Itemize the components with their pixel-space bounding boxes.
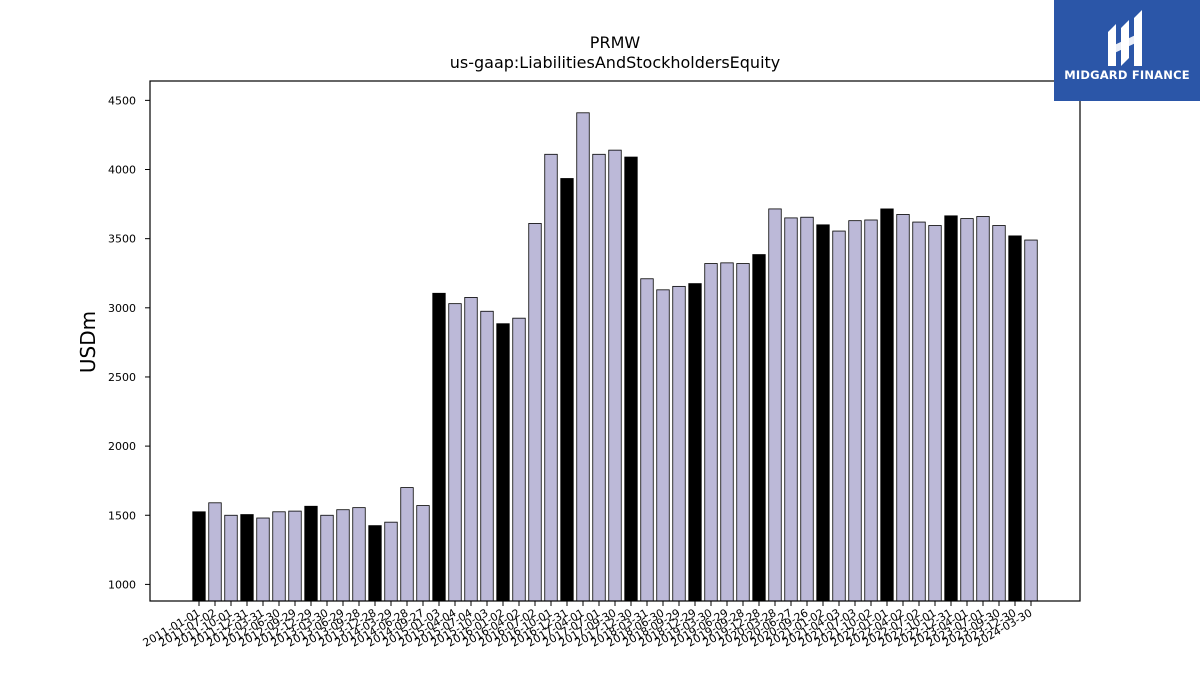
bar-2020-09-26 xyxy=(800,216,814,602)
bar-2020-06-27 xyxy=(784,217,798,602)
bar-2019-09-28 xyxy=(736,263,750,602)
bar-2017-09-30 xyxy=(608,149,622,602)
x-axis-ticks: 2011-01-012011-07-022011-10-012011-12-31… xyxy=(141,601,1035,650)
bar-2018-09-29 xyxy=(672,285,686,602)
bar-2014-06-28 xyxy=(400,487,414,602)
midgard-logo-icon xyxy=(1108,10,1142,66)
bar-2017-07-01 xyxy=(592,153,606,602)
bar-2023-09-30 xyxy=(992,225,1006,602)
bar-2015-10-03 xyxy=(480,310,494,602)
bar-2011-01-01 xyxy=(192,511,206,602)
plot-frame xyxy=(149,80,1081,602)
bar-2021-10-02 xyxy=(864,219,878,602)
bar-2015-04-04 xyxy=(448,303,462,602)
bar-2023-04-01 xyxy=(960,218,974,602)
y-tick-label: 1000 xyxy=(108,578,136,591)
bar-2018-06-30 xyxy=(656,289,670,602)
bar-2017-04-01 xyxy=(576,112,590,602)
bar-2019-12-28 xyxy=(752,254,766,602)
bar-2013-03-30 xyxy=(320,514,334,602)
bar-2011-10-01 xyxy=(224,514,238,602)
bar-2012-03-31 xyxy=(256,517,270,602)
bar-2019-03-30 xyxy=(704,263,718,602)
y-tick-label: 4000 xyxy=(108,164,136,177)
bar-2011-07-02 xyxy=(208,502,222,602)
bars-group xyxy=(192,112,1038,602)
y-axis-ticks: 1000 1500 2000 2500 3000 3500 4000 4500 xyxy=(108,94,150,591)
y-tick-label: 2000 xyxy=(108,440,136,453)
bar-2012-12-29 xyxy=(304,505,318,602)
bar-2024-03-30 xyxy=(1024,239,1038,602)
bar-2016-07-02 xyxy=(528,223,542,602)
bar-2022-07-02 xyxy=(912,221,926,602)
y-tick-label: 4500 xyxy=(108,94,136,107)
bar-2023-07-01 xyxy=(976,216,990,602)
bar-2023-12-30 xyxy=(1008,235,1022,602)
bar-2021-01-02 xyxy=(816,224,830,602)
bar-2013-12-28 xyxy=(368,525,382,602)
bar-2014-09-27 xyxy=(416,505,430,602)
bar-2021-07-03 xyxy=(848,220,862,602)
bar-2017-12-30 xyxy=(624,156,638,602)
bar-2018-03-31 xyxy=(640,278,654,602)
bar-2022-01-01 xyxy=(880,208,894,602)
y-tick-label: 2500 xyxy=(108,371,136,384)
bar-2016-01-02 xyxy=(496,323,510,602)
midgard-finance-logo: MIDGARD FINANCE xyxy=(1054,0,1200,101)
bar-2021-04-03 xyxy=(832,230,846,602)
bar-2020-03-28 xyxy=(768,208,782,602)
bar-2022-04-02 xyxy=(896,214,910,602)
bar-2019-06-29 xyxy=(720,262,734,602)
bar-2012-06-30 xyxy=(272,511,286,602)
bar-2015-07-04 xyxy=(464,297,478,602)
bar-2013-06-29 xyxy=(336,509,350,602)
y-tick-label: 1500 xyxy=(108,509,136,522)
bar-2011-12-31 xyxy=(240,514,254,602)
bar-2012-09-29 xyxy=(288,510,302,602)
bar-2014-03-29 xyxy=(384,521,398,602)
y-tick-label: 3500 xyxy=(108,233,136,246)
bar-2016-12-31 xyxy=(560,178,574,602)
bar-2016-04-02 xyxy=(512,317,526,602)
bar-2022-10-01 xyxy=(928,225,942,602)
bar-2018-12-29 xyxy=(688,283,702,602)
bar-2015-01-03 xyxy=(432,292,446,602)
y-axis-label: USDm xyxy=(76,311,100,373)
bar-2016-10-01 xyxy=(544,153,558,602)
bar-2013-09-28 xyxy=(352,507,366,602)
chart-subtitle: us-gaap:LiabilitiesAndStockholdersEquity xyxy=(450,53,781,72)
y-tick-label: 3000 xyxy=(108,302,136,315)
chart-title: PRMW xyxy=(590,33,641,52)
bar-2022-12-31 xyxy=(944,215,958,602)
logo-text: MIDGARD FINANCE xyxy=(1064,68,1190,82)
